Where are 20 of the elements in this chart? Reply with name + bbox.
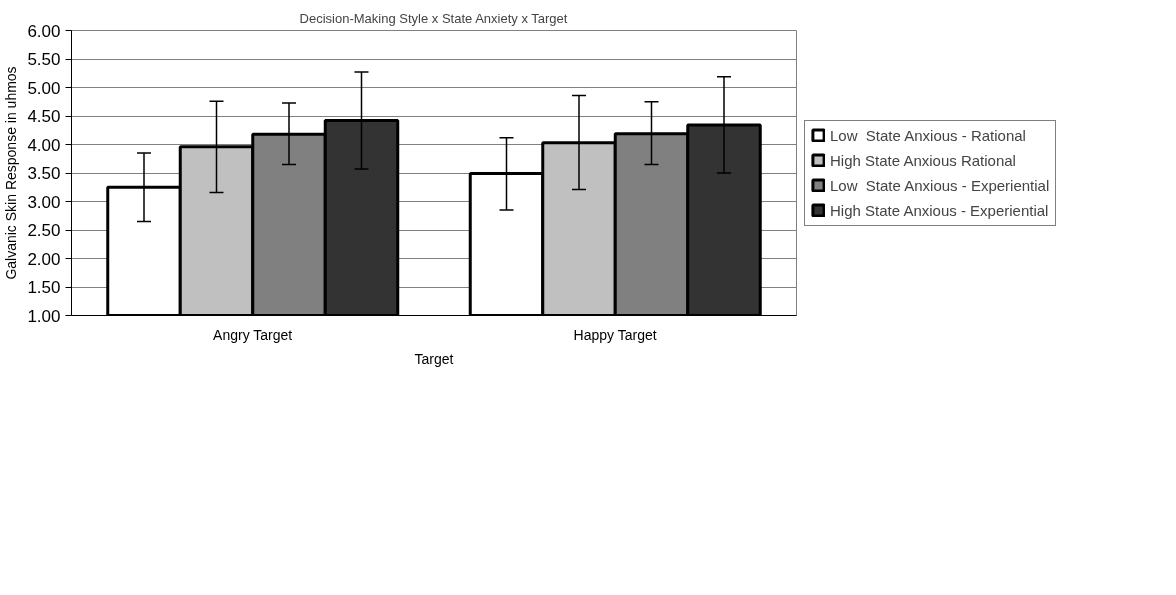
y-tick-label: 4.50	[27, 107, 61, 126]
y-tick-label: 2.50	[27, 221, 61, 240]
y-tick-label: 1.50	[27, 278, 61, 297]
y-tick-label: 5.50	[27, 50, 61, 69]
y-tick-label: 1.00	[27, 306, 61, 326]
y-tick-label: 6.00	[27, 21, 61, 41]
x-tick-label: Happy Target	[573, 326, 657, 343]
x-tick-label: Angry Target	[213, 326, 293, 343]
y-tick-label: 3.50	[27, 164, 61, 183]
chart-title: Decision-Making Style x State Anxiety x Target	[299, 10, 568, 26]
legend-label: High State Anxious - Experiential	[830, 201, 1049, 219]
x-axis-title: Target	[414, 350, 454, 367]
legend-label: Low State Anxious - Rational	[830, 126, 1026, 144]
y-tick-label: 5.00	[27, 78, 61, 98]
y-tick-label: 4.00	[27, 135, 61, 155]
y-axis-title: Galvanic Skin Response in uhmos	[3, 66, 20, 280]
y-tick-label: 3.00	[27, 192, 61, 212]
legend-label: Low State Anxious - Experiential	[830, 176, 1050, 194]
y-tick-label: 2.00	[27, 249, 61, 269]
legend-label: High State Anxious Rational	[830, 151, 1016, 169]
